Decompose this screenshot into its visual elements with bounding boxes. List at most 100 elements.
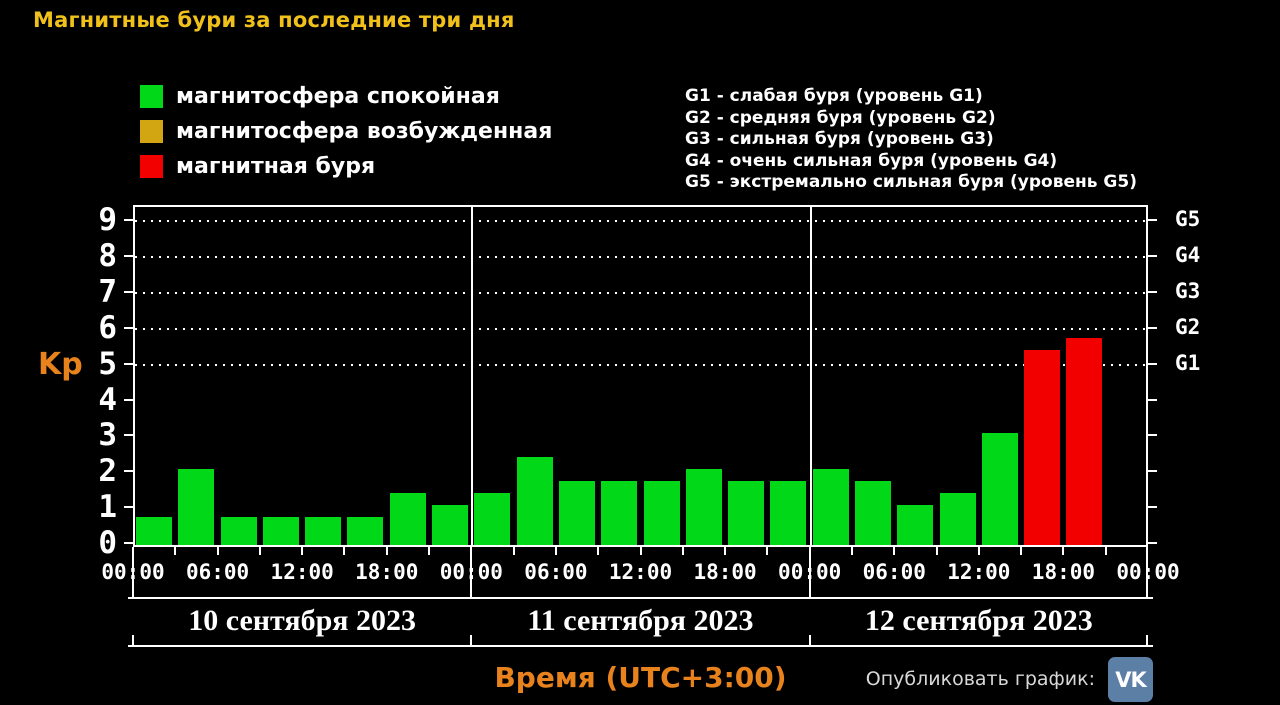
legend-item-label: магнитосфера возбужденная [176, 119, 553, 144]
x-axis-tick [428, 547, 431, 555]
y-tick-label: 9 [98, 202, 117, 239]
right-axis-tick [1148, 470, 1157, 473]
kp-bar [1066, 337, 1103, 545]
right-axis-tick [1148, 326, 1157, 329]
legend-item-storm: магнитная буря [140, 154, 552, 179]
day-separator [809, 207, 812, 545]
publish-label: Опубликовать график: [865, 668, 1095, 690]
y-axis-tick [124, 291, 133, 294]
x-tick-label: 18:00 [1031, 560, 1096, 584]
y-axis-tick [124, 434, 133, 437]
right-axis-tick [1148, 255, 1157, 258]
y-axis-tick [124, 255, 133, 258]
date-band-tick [132, 635, 134, 647]
right-axis-tick [1148, 434, 1157, 437]
x-axis-tick [554, 547, 557, 555]
right-axis-tick [1148, 362, 1157, 365]
right-axis-tick [1148, 542, 1157, 544]
g1-description: G1 - слабая буря (уровень G1) [685, 86, 983, 106]
date-band-tick [470, 635, 473, 647]
x-axis-tick [681, 547, 684, 555]
right-axis-tick [1148, 506, 1157, 509]
x-axis-tick [597, 547, 600, 555]
quiet-color-swatch [140, 85, 163, 108]
gridline-kp9 [135, 220, 1146, 223]
g4-description: G4 - очень сильная буря (уровень G4) [685, 150, 1058, 171]
kp-bar [939, 493, 976, 545]
kp-bar [601, 481, 638, 545]
y-axis-tick [124, 326, 133, 329]
x-axis-tick [343, 547, 346, 555]
y-axis-title: Kp [38, 347, 83, 382]
g-axis-label: G1 [1175, 350, 1201, 375]
chart-legend: магнитосфера спокойная магнитосфера возб… [140, 84, 553, 190]
legend-item-label: магнитная буря [176, 154, 376, 179]
x-axis-tick [1020, 547, 1023, 555]
x-axis-tick [724, 547, 727, 555]
x-tick-label: 00:00 [1116, 560, 1180, 584]
kp-bar [432, 505, 469, 545]
date-band-tick [808, 635, 811, 647]
y-axis-tick [124, 470, 133, 473]
kp-bar [262, 516, 299, 545]
gridline-kp8 [135, 256, 1146, 259]
x-axis-tick [174, 547, 177, 555]
vk-share-button[interactable]: VK [1108, 657, 1153, 702]
y-axis-tick [124, 362, 133, 365]
day-date-label: 11 сентября 2023 [527, 604, 754, 637]
storm-color-swatch [140, 155, 163, 178]
excited-color-swatch [140, 120, 163, 143]
kp-bar [728, 481, 765, 545]
kp-bar [854, 481, 891, 545]
y-axis-tick [124, 506, 133, 509]
kp-bar [643, 481, 680, 545]
kp-bar [685, 469, 722, 545]
x-tick-label: 12:00 [608, 560, 673, 584]
x-axis-title: Время (UTC+3:00) [494, 661, 787, 694]
x-axis-tick [512, 547, 515, 555]
kp-bar [770, 481, 807, 545]
x-axis-tick [977, 547, 980, 555]
plot-area [133, 205, 1148, 547]
x-tick-label: 18:00 [693, 560, 757, 584]
kp-bar [1024, 349, 1061, 545]
day-boundary-tick [808, 547, 811, 597]
y-tick-label: 0 [98, 525, 117, 561]
g-axis-label: G5 [1175, 207, 1201, 232]
x-axis-tick [639, 547, 642, 555]
x-axis-tick [1062, 547, 1065, 555]
y-tick-label: 2 [98, 453, 117, 490]
x-axis-tick [258, 547, 261, 555]
y-tick-label: 7 [98, 274, 117, 311]
kp-bar-chart: 0 1 2 3 4 5 6 7 8 9 G5 G4 G3 G2 G1 00:00 06:00 12:00 18:00… [98, 202, 1200, 665]
day-boundary-tick [470, 547, 473, 597]
day-boundary-tick [1146, 547, 1148, 597]
y-tick-label: 1 [98, 489, 117, 526]
y-tick-label: 5 [98, 345, 117, 382]
day-date-label: 12 сентября 2023 [864, 604, 1093, 637]
kp-bar [558, 481, 595, 545]
x-axis-tick [301, 547, 304, 555]
kp-bar [178, 469, 215, 545]
legend-item-excited: магнитосфера возбужденная [140, 119, 553, 144]
kp-bar [347, 516, 384, 545]
kp-bar [812, 469, 849, 545]
x-axis-tick [850, 547, 853, 555]
g-level-descriptions: G1 - слабая буря (уровень G1) G2 - средн… [685, 86, 1137, 194]
y-axis-tick [124, 398, 133, 401]
y-tick-label: 6 [98, 309, 117, 346]
y-tick-label: 3 [98, 417, 117, 454]
x-axis-tick [216, 547, 219, 555]
kp-bar [897, 505, 934, 545]
x-axis-tick [893, 547, 896, 555]
x-axis-tick [1104, 547, 1107, 555]
x-tick-label: 06:00 [862, 560, 926, 584]
day-separator [471, 207, 474, 545]
date-band-bottom-line [128, 645, 1153, 647]
kp-bar [516, 457, 553, 545]
g5-description: G5 - экстремально сильная буря (уровень … [685, 172, 1137, 192]
right-axis-tick [1148, 398, 1157, 401]
x-tick-label: 00:00 [101, 560, 165, 584]
x-tick-label: 00:00 [439, 560, 503, 584]
